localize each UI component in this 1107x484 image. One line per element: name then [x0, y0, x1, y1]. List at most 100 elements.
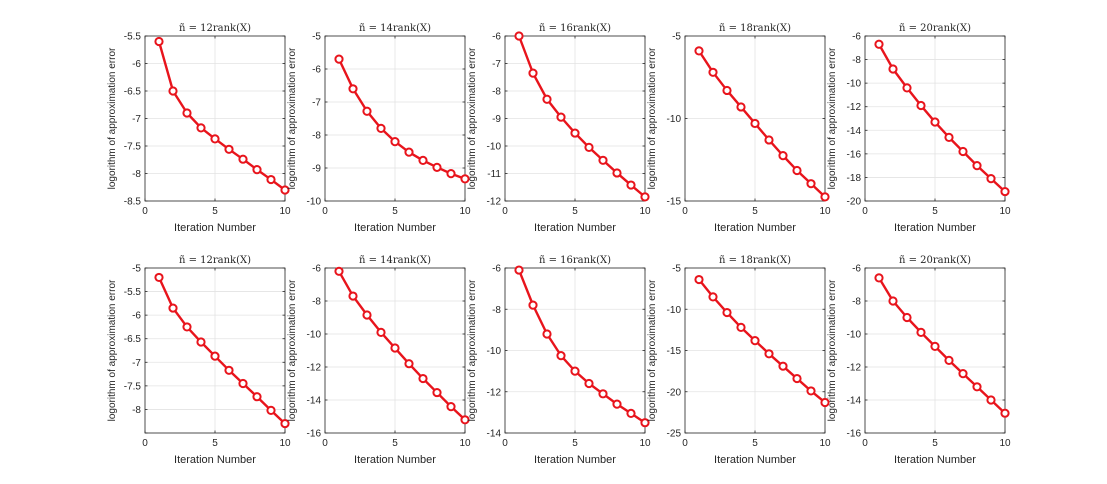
- x-tick-label: 5: [572, 438, 578, 449]
- x-tick-label: 10: [639, 438, 651, 449]
- y-axis-label: logorithm of approximation error: [467, 279, 478, 421]
- data-point-marker: [446, 402, 456, 412]
- data-point-marker: [404, 147, 414, 157]
- data-point-marker: [806, 179, 816, 189]
- y-tick-label: -6: [852, 32, 861, 43]
- y-tick-label: -6.5: [124, 334, 142, 345]
- y-tick-label: -7: [492, 59, 501, 70]
- data-point-marker: [930, 341, 940, 351]
- y-tick-label: -8: [132, 169, 141, 180]
- data-point-marker: [972, 161, 982, 171]
- data-point-marker: [944, 355, 954, 365]
- x-tick-label: 10: [279, 438, 291, 449]
- x-tick-label: 0: [502, 438, 508, 449]
- data-point-marker: [1000, 186, 1010, 197]
- data-point-marker: [528, 300, 538, 310]
- data-point-marker: [958, 369, 968, 379]
- y-axis-label: logorithm of approximation error: [647, 279, 658, 421]
- data-point-marker: [514, 265, 524, 275]
- y-tick-label: -10: [847, 79, 862, 90]
- x-axis-label: Iteration Number: [534, 222, 616, 234]
- x-tick-label: 0: [682, 438, 688, 449]
- subplot-1: -8.5 -8 -7.5 -7 -6.5 -6 -5.5 0 5 10 ñ = 12rank(X) I…: [107, 23, 291, 234]
- data-point-marker: [238, 154, 248, 164]
- data-point-marker: [888, 296, 898, 306]
- data-point-marker: [736, 102, 746, 112]
- y-tick-label: -6: [492, 264, 501, 275]
- data-point-marker: [154, 272, 164, 283]
- data-point-marker: [570, 128, 580, 138]
- x-axis-label: Iteration Number: [714, 222, 796, 234]
- x-tick-label: 10: [279, 206, 291, 217]
- y-tick-label: -5: [672, 32, 681, 43]
- x-tick-label: 5: [392, 438, 398, 449]
- y-tick-label: -18: [847, 173, 862, 184]
- data-point-marker: [764, 135, 774, 145]
- series-line: [157, 276, 286, 425]
- x-tick-label: 5: [572, 206, 578, 217]
- y-tick-label: -8: [132, 405, 141, 416]
- y-tick-label: -14: [847, 396, 862, 407]
- data-point-marker: [820, 192, 830, 202]
- data-point-marker: [612, 168, 622, 178]
- data-point-marker: [238, 378, 248, 389]
- y-tick-label: -6: [492, 32, 501, 43]
- y-tick-label: -20: [667, 387, 682, 398]
- x-axis-label: Iteration Number: [354, 454, 436, 466]
- x-tick-label: 0: [142, 206, 148, 217]
- y-tick-label: -12: [847, 102, 862, 113]
- data-point-marker: [792, 165, 802, 176]
- y-tick-label: -12: [307, 363, 322, 374]
- data-point-marker: [778, 361, 788, 371]
- y-axis-label: logorithm of approximation error: [467, 47, 478, 189]
- subplot-title: ñ = 14rank(X): [359, 23, 431, 34]
- data-point-marker: [266, 174, 276, 185]
- y-tick-label: -8: [492, 305, 501, 316]
- y-tick-label: -7: [132, 114, 141, 125]
- y-tick-label: -10: [307, 330, 322, 341]
- data-point-marker: [182, 322, 192, 332]
- data-point-marker: [432, 162, 442, 172]
- y-tick-label: -9: [312, 164, 321, 175]
- x-tick-label: 0: [142, 438, 148, 449]
- series-line: [337, 58, 466, 181]
- data-point-marker: [418, 155, 428, 166]
- y-tick-label: -10: [487, 346, 502, 357]
- subplot-9: -25 -20 -15 -10 -5 0 5 10 ñ = 18rank(X) Iteration…: [647, 255, 831, 466]
- data-point-marker: [362, 310, 372, 320]
- data-point-marker: [958, 146, 968, 157]
- data-point-marker: [944, 132, 954, 142]
- x-tick-label: 5: [932, 206, 938, 217]
- data-point-marker: [154, 36, 164, 47]
- y-axis-label: logorithm of approximation error: [827, 47, 838, 189]
- subplot-title: ñ = 18rank(X): [719, 255, 791, 266]
- subplot-7: -16 -14 -12 -10 -8 -6 0 5 10 ñ = 14rank(X) Iterati…: [287, 255, 471, 466]
- x-axis-label: Iteration Number: [534, 454, 616, 466]
- data-point-marker: [460, 174, 470, 184]
- data-point-marker: [764, 349, 774, 359]
- data-point-marker: [972, 382, 982, 392]
- data-point-marker: [418, 373, 428, 384]
- y-tick-label: -7: [312, 98, 321, 109]
- data-point-marker: [694, 274, 704, 285]
- data-point-marker: [584, 142, 594, 152]
- series-line: [697, 50, 826, 198]
- subplot-10: -16 -14 -12 -10 -8 -6 0 5 10 ñ = 20rank(X) Iterati…: [827, 255, 1011, 466]
- x-axis-label: Iteration Number: [174, 222, 256, 234]
- subplot-5: -20 -18 -16 -14 -12 -10 -8 -6 0 5 10 ñ = 20rank(X) I…: [827, 23, 1011, 234]
- data-point-marker: [986, 174, 996, 184]
- x-tick-label: 0: [322, 206, 328, 217]
- y-tick-label: -14: [847, 126, 862, 137]
- subplot-4: -15 -10 -5 0 5 10 ñ = 18rank(X) Iteration Numbe…: [647, 23, 831, 234]
- y-tick-label: -12: [487, 197, 502, 208]
- data-point-marker: [542, 329, 552, 339]
- y-tick-label: -14: [487, 429, 502, 440]
- y-tick-label: -8: [852, 55, 861, 66]
- y-tick-label: -8: [492, 87, 501, 98]
- data-point-marker: [750, 118, 760, 129]
- data-point-marker: [446, 169, 456, 179]
- data-point-marker: [626, 180, 636, 190]
- series-line: [877, 43, 1006, 193]
- x-tick-label: 5: [212, 438, 218, 449]
- data-point-marker: [252, 165, 262, 175]
